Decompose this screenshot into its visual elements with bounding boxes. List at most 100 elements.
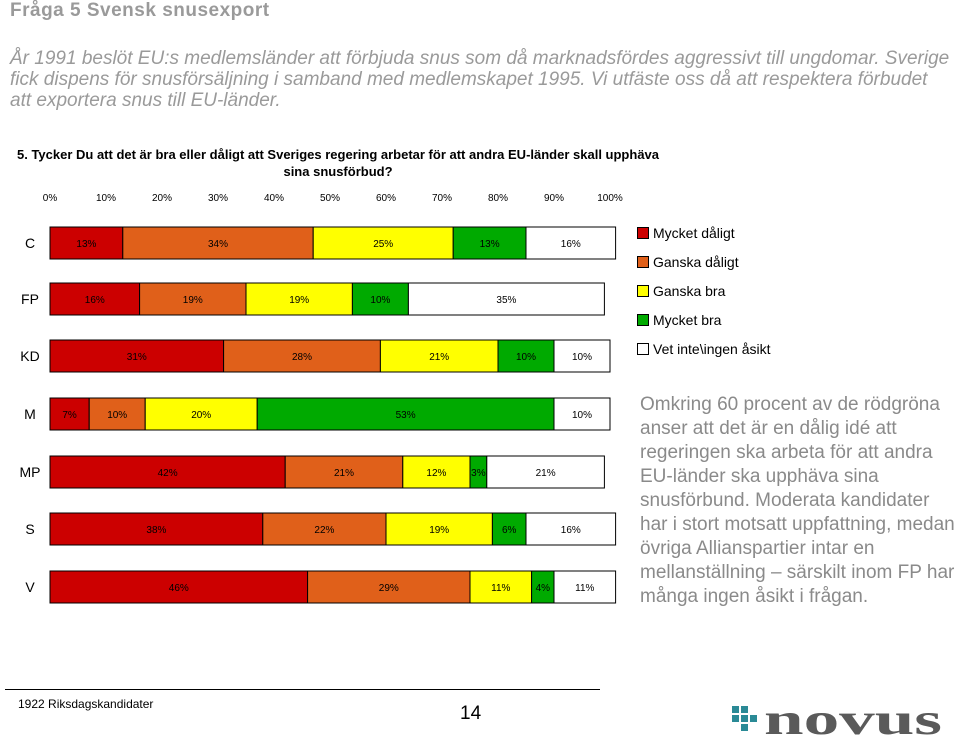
legend-label: Vet inte\ingen åsikt — [653, 340, 771, 357]
legend-label: Mycket dåligt — [653, 224, 735, 241]
bar-segment — [379, 339, 499, 373]
bar-segment — [351, 282, 409, 316]
data-label: 25% — [373, 239, 393, 250]
footer-divider — [5, 689, 600, 690]
stacked-bar-chart: 0% 10% 20% 30% 40% 50% 60% 70% 80% 90% 100% C 13% 34%… — [20, 193, 623, 604]
bar-segment — [245, 282, 353, 316]
data-label: 10% — [572, 410, 592, 421]
data-label: 42% — [158, 468, 178, 479]
legend-swatch — [637, 313, 649, 326]
category-label: KD — [20, 348, 39, 364]
bar-segment — [256, 397, 555, 431]
bar-segment — [144, 397, 258, 431]
intro-text: År 1991 beslöt EU:s medlemsländer att fö… — [10, 48, 950, 111]
data-label: 16% — [561, 525, 581, 536]
category-label: MP — [20, 464, 41, 480]
data-label: 12% — [426, 468, 446, 479]
bar-segment — [525, 226, 617, 260]
bar-segment — [553, 397, 611, 431]
footer-source: 1922 Riksdagskandidater — [18, 697, 154, 711]
bar-segment — [49, 397, 90, 431]
bar-segment — [497, 339, 555, 373]
data-label: 35% — [496, 295, 516, 306]
data-label: 34% — [208, 239, 228, 250]
data-label: 11% — [575, 583, 594, 594]
data-label: 11% — [491, 583, 510, 594]
category-label: FP — [21, 291, 39, 307]
data-label: 10% — [572, 352, 592, 363]
x-tick-label: 60% — [376, 193, 396, 204]
legend-item: Mycket bra — [637, 305, 771, 334]
data-label: 46% — [169, 583, 189, 594]
bar-segment — [525, 512, 617, 546]
category-label: V — [25, 579, 35, 595]
bar-segment — [122, 226, 314, 260]
novus-logo: novus — [732, 700, 942, 740]
legend-label: Ganska dåligt — [653, 253, 739, 270]
data-label: 19% — [429, 525, 449, 536]
chart-legend: Mycket dåligt Ganska dåligt Ganska bra Myck… — [637, 218, 771, 363]
data-label: 7% — [62, 410, 77, 421]
commentary-text: Omkring 60 procent av de rödgröna anser … — [640, 394, 955, 607]
data-label: 19% — [183, 295, 203, 306]
legend-swatch — [637, 342, 649, 355]
data-label: 13% — [76, 239, 96, 250]
bar-segment — [486, 455, 605, 489]
x-tick-label: 30% — [208, 193, 228, 204]
data-label: 4% — [536, 583, 551, 594]
slide-title: Fråga 5 Svensk snusexport — [10, 0, 270, 21]
data-label: 31% — [127, 352, 147, 363]
bar-segment — [49, 570, 309, 604]
legend-swatch — [637, 255, 649, 268]
x-tick-label: 90% — [544, 193, 564, 204]
x-tick-label: 20% — [152, 193, 172, 204]
legend-swatch — [637, 284, 649, 297]
data-label: 10% — [107, 410, 127, 421]
data-label: 38% — [146, 525, 166, 536]
bar-segment — [553, 339, 611, 373]
question-text: 5. Tycker Du att det är bra eller dåligt… — [16, 147, 660, 179]
bar-segment — [49, 455, 286, 489]
data-label: 10% — [370, 295, 390, 306]
page-number: 14 — [460, 703, 482, 724]
bar-segment — [262, 512, 387, 546]
data-label: 19% — [289, 295, 309, 306]
bar-segment — [49, 512, 264, 546]
legend-label: Mycket bra — [653, 311, 722, 328]
x-tick-label: 100% — [597, 193, 623, 204]
x-tick-label: 40% — [264, 193, 284, 204]
legend-item: Ganska dåligt — [637, 247, 771, 276]
x-tick-label: 50% — [320, 193, 340, 204]
data-label: 21% — [429, 352, 449, 363]
category-label: C — [25, 235, 35, 251]
bar-segment — [402, 455, 471, 489]
bar-segment — [407, 282, 605, 316]
bar-segment — [307, 570, 471, 604]
x-tick-label: 80% — [488, 193, 508, 204]
data-label: 13% — [480, 239, 500, 250]
data-label: 29% — [379, 583, 399, 594]
data-label: 53% — [396, 410, 416, 421]
data-label: 6% — [502, 525, 517, 536]
data-label: 16% — [85, 295, 105, 306]
data-label: 28% — [292, 352, 312, 363]
bar-segment — [284, 455, 404, 489]
data-label: 3% — [471, 468, 486, 479]
bar-segment — [223, 339, 381, 373]
bar-segment — [49, 282, 141, 316]
legend-item: Mycket dåligt — [637, 218, 771, 247]
bar-segment — [139, 282, 247, 316]
data-label: 20% — [191, 410, 211, 421]
data-label: 22% — [314, 525, 334, 536]
data-label: 21% — [334, 468, 354, 479]
bar-segment — [49, 226, 124, 260]
bar-segment — [88, 397, 146, 431]
x-tick-label: 70% — [432, 193, 452, 204]
legend-swatch — [637, 226, 649, 239]
x-tick-label: 0% — [43, 193, 58, 204]
logo-wordmark: novus — [764, 700, 942, 740]
category-label: S — [25, 521, 34, 537]
legend-item: Vet inte\ingen åsikt — [637, 334, 771, 363]
data-label: 21% — [536, 468, 556, 479]
data-label: 16% — [561, 239, 581, 250]
